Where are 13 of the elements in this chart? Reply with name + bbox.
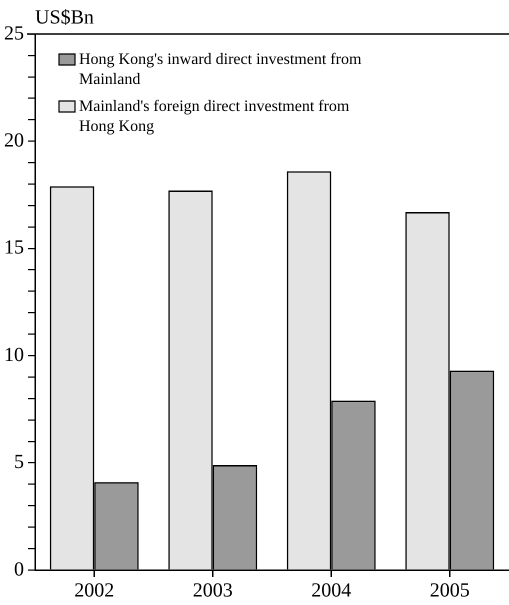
- y-axis-title: US$Bn: [35, 6, 94, 28]
- y-tick-label: 10: [4, 344, 24, 366]
- x-tick-label: 2005: [430, 579, 470, 602]
- y-tick-label: 25: [4, 22, 24, 44]
- y-tick-label: 5: [14, 451, 24, 474]
- y-tick-label: 20: [4, 129, 24, 152]
- x-tick-label: 2002: [74, 579, 114, 602]
- legend-label: Hong Kong's inward direct investment from Mainland: [79, 51, 362, 88]
- x-tick-label: 2003: [192, 579, 233, 602]
- legend-label: Mainland's foreign direct investment from Hong Kong: [79, 98, 350, 136]
- x-tick-label: 2004: [311, 579, 352, 602]
- y-tick-label: 0: [14, 558, 24, 580]
- y-tick-label: 15: [4, 236, 24, 259]
